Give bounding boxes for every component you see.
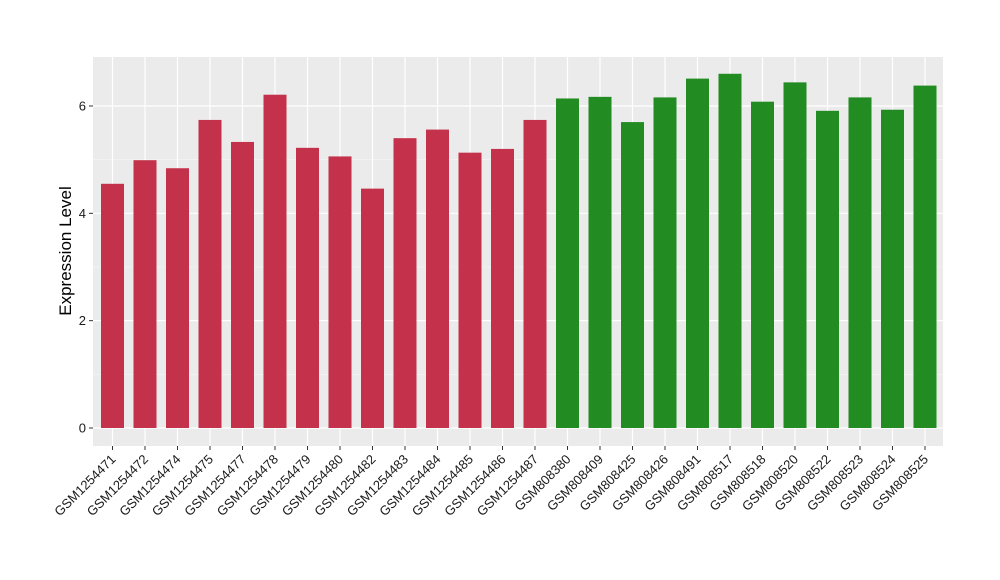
bar-GSM1254477 bbox=[231, 141, 254, 428]
y-axis: 0 2 4 6 bbox=[79, 98, 93, 436]
bar-GSM808522 bbox=[816, 110, 839, 428]
bar-GSM1254479 bbox=[296, 147, 319, 428]
bar-GSM1254475 bbox=[198, 119, 222, 429]
bar-GSM808380 bbox=[556, 98, 579, 428]
bar-GSM808517 bbox=[718, 73, 742, 428]
bar-GSM1254480 bbox=[328, 156, 352, 428]
bar-GSM808409 bbox=[588, 96, 612, 429]
y-tick-label: 4 bbox=[79, 206, 86, 221]
y-tick-label: 0 bbox=[79, 421, 86, 436]
bar-GSM808425 bbox=[621, 122, 644, 428]
bar-GSM808491 bbox=[686, 78, 709, 429]
bar-GSM1254472 bbox=[133, 160, 157, 428]
bar-GSM1254484 bbox=[426, 129, 449, 428]
y-axis-title: Expression Level bbox=[56, 186, 75, 315]
y-tick-label: 2 bbox=[79, 313, 86, 328]
bar-GSM1254483 bbox=[393, 138, 417, 428]
bar-GSM808524 bbox=[881, 109, 904, 429]
bar-GSM1254482 bbox=[361, 188, 384, 428]
bar-GSM1254486 bbox=[491, 148, 514, 429]
bars bbox=[101, 73, 937, 429]
bar-GSM1254487 bbox=[523, 119, 547, 429]
bar-GSM808525 bbox=[913, 85, 937, 428]
x-axis: GSM1254471GSM1254472GSM1254474GSM1254475… bbox=[51, 446, 931, 519]
bar-GSM808518 bbox=[751, 101, 774, 428]
bar-GSM1254485 bbox=[458, 152, 482, 429]
bar-GSM1254474 bbox=[166, 168, 189, 429]
bar-GSM808523 bbox=[848, 97, 872, 428]
bar-GSM1254478 bbox=[263, 94, 287, 429]
bar-GSM808426 bbox=[653, 97, 677, 428]
bar-GSM808520 bbox=[783, 82, 807, 429]
bar-GSM1254471 bbox=[101, 183, 124, 428]
y-tick-label: 6 bbox=[79, 98, 86, 113]
